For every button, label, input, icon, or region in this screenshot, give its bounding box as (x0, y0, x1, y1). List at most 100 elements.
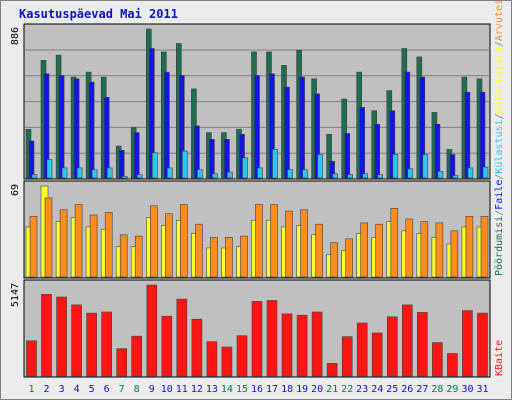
x-tick-label: 7 (119, 384, 125, 395)
bar-visits-Külastusi-9 (152, 152, 158, 179)
legend-entry: / (494, 174, 505, 180)
x-tick-label: 19 (296, 384, 308, 395)
bar-bandwidth-KBaite-13 (206, 341, 218, 377)
bar-hosts-Arvuteid-1 (29, 216, 38, 278)
x-tick-label: 6 (104, 384, 110, 395)
bar-hosts-Arvuteid-13 (210, 237, 218, 278)
legend-entry: / (494, 210, 505, 216)
bar-visits-Faile-11 (179, 75, 185, 179)
bar-visits-Faile-27 (419, 76, 426, 179)
bar-hosts-Arvuteid-4 (74, 204, 83, 278)
bar-bandwidth-KBaite-25 (386, 316, 398, 377)
bar-visits-Faile-24 (374, 123, 381, 179)
max-label-hosts: 69 (10, 184, 21, 196)
bar-visits-Külastusi-16 (257, 167, 263, 179)
bar-visits-Külastusi-30 (467, 167, 474, 179)
bar-visits-Külastusi-18 (287, 169, 293, 179)
legend-entry: Faile (494, 180, 505, 210)
bar-hosts-Arvuteid-12 (195, 223, 203, 278)
bar-hosts-Arvuteid-27 (420, 221, 429, 278)
bar-hosts-Arvuteid-2 (44, 197, 53, 278)
bar-hosts-Arvuteid-22 (345, 238, 354, 278)
bar-hosts-Arvuteid-9 (150, 205, 158, 278)
x-tick-label: 15 (236, 384, 248, 395)
bar-visits-Faile-7 (118, 150, 125, 179)
bar-hosts-Arvuteid-28 (435, 222, 444, 278)
bar-bandwidth-KBaite-6 (101, 311, 112, 377)
bar-hosts-Arvuteid-21 (330, 242, 338, 278)
bar-visits-Faile-12 (194, 125, 200, 179)
bar-visits-Faile-13 (209, 139, 215, 179)
x-tick-label: 28 (431, 384, 443, 395)
bar-bandwidth-KBaite-12 (191, 318, 203, 377)
bar-bandwidth-KBaite-31 (477, 312, 488, 377)
x-tick-label: 9 (149, 384, 155, 395)
x-tick-label: 24 (371, 384, 383, 395)
bar-bandwidth-KBaite-28 (432, 342, 443, 377)
bar-bandwidth-KBaite-24 (371, 332, 383, 377)
bar-visits-Faile-22 (344, 133, 351, 179)
bar-hosts-Arvuteid-19 (300, 209, 308, 278)
x-tick-label: 27 (416, 384, 428, 395)
bar-visits-Külastusi-12 (197, 169, 203, 179)
bar-visits-Külastusi-26 (407, 168, 414, 179)
bar-visits-Külastusi-1 (31, 174, 38, 179)
bar-bandwidth-KBaite-7 (116, 348, 127, 377)
bar-bandwidth-KBaite-27 (416, 312, 428, 377)
bar-hosts-Arvuteid-6 (104, 212, 113, 278)
x-tick-label: 3 (59, 384, 65, 395)
bar-visits-Külastusi-19 (302, 169, 308, 179)
x-tick-label: 29 (446, 384, 458, 395)
bar-visits-Faile-17 (269, 73, 275, 179)
bar-hosts-Arvuteid-17 (270, 204, 278, 278)
x-tick-label: 2 (43, 384, 49, 395)
bar-visits-Pöördumisi-21 (326, 134, 332, 179)
bar-hosts-Arvuteid-3 (59, 209, 68, 278)
bar-visits-Külastusi-20 (317, 154, 323, 179)
bar-bandwidth-KBaite-17 (266, 300, 278, 377)
x-tick-label: 14 (221, 384, 233, 395)
bar-visits-Külastusi-27 (422, 154, 429, 179)
bar-visits-Faile-5 (88, 81, 95, 179)
bar-visits-Külastusi-2 (46, 159, 53, 179)
legend-entry: Külastusi (494, 119, 505, 173)
max-label-bandwidth: 5147 (10, 283, 21, 307)
x-tick-label: 25 (386, 384, 398, 395)
bar-hosts-Arvuteid-16 (255, 204, 263, 278)
bar-visits-Külastusi-24 (377, 174, 384, 179)
bar-hosts-Arvuteid-20 (315, 223, 323, 278)
bar-visits-Külastusi-7 (121, 176, 128, 179)
bar-visits-Faile-9 (149, 48, 155, 179)
legend-series-upper: Pöördumisi/Faile/Külastusi/Külastajaid/A… (494, 0, 505, 276)
x-tick-label: 11 (176, 384, 188, 395)
legend-entry: Pöördumisi (494, 216, 505, 276)
bar-bandwidth-KBaite-14 (221, 346, 233, 377)
bar-bandwidth-KBaite-26 (401, 304, 413, 377)
bar-visits-Faile-6 (103, 97, 110, 179)
bar-bandwidth-KBaite-11 (176, 298, 188, 377)
legend-entry: Arvuteid (494, 0, 505, 41)
bar-visits-Külastusi-22 (347, 174, 354, 179)
bar-visits-Külastusi-28 (437, 171, 444, 179)
bar-bandwidth-KBaite-19 (296, 314, 308, 377)
bar-visits-Faile-19 (299, 76, 305, 179)
bar-visits-Faile-4 (73, 78, 80, 179)
bar-visits-Faile-16 (254, 75, 260, 179)
bar-visits-Külastusi-15 (242, 157, 248, 179)
bar-visits-Külastusi-5 (91, 169, 98, 179)
bar-hosts-Arvuteid-10 (165, 213, 173, 278)
bar-hosts-Arvuteid-31 (480, 216, 489, 278)
legend-entry: / (494, 41, 505, 47)
bar-visits-Külastusi-3 (61, 167, 68, 179)
x-tick-label: 26 (401, 384, 413, 395)
bar-visits-Külastusi-14 (227, 171, 233, 179)
bar-visits-Külastusi-4 (76, 167, 83, 179)
x-tick-label: 10 (161, 384, 173, 395)
bar-visits-Faile-29 (449, 154, 456, 179)
x-tick-label: 17 (266, 384, 278, 395)
bar-visits-Faile-8 (133, 132, 140, 179)
x-tick-label: 21 (326, 384, 338, 395)
bar-visits-Külastusi-13 (212, 173, 218, 179)
bar-visits-Külastusi-10 (167, 167, 173, 179)
